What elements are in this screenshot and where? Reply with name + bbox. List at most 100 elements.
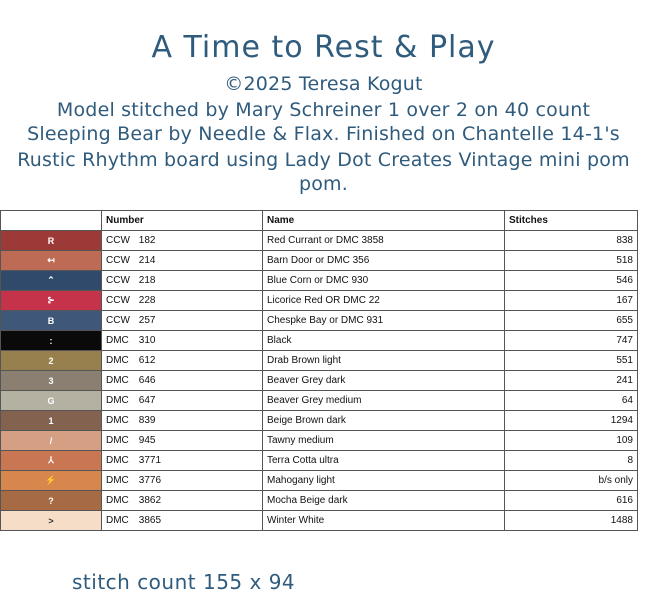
stitch-count-cell: b/s only <box>504 470 638 491</box>
table-row: ⌃ CCW 218 Blue Corn or DMC 930 546 <box>0 270 638 291</box>
thread-brand: DMC <box>106 515 129 526</box>
thread-key-table: Number Name Stitches R CCW 182 Red Currant… <box>0 210 638 531</box>
thread-brand: DMC <box>106 335 129 346</box>
color-swatch: ⅄ <box>0 450 102 471</box>
symbol-glyph: ? <box>48 495 54 506</box>
thread-name-cell: Drab Brown light <box>262 350 505 371</box>
thread-number: 310 <box>138 335 156 346</box>
thread-brand: CCW <box>106 235 130 246</box>
color-swatch: B <box>0 310 102 331</box>
color-swatch: ⌃ <box>0 270 102 291</box>
thread-name-cell: Mocha Beige dark <box>262 490 505 511</box>
stitch-count-cell: 109 <box>504 430 638 451</box>
stitch-count-cell: 616 <box>504 490 638 511</box>
thread-number: 257 <box>138 315 156 326</box>
thread-number: 3771 <box>138 455 162 466</box>
symbol-glyph: B <box>47 315 55 326</box>
color-swatch: / <box>0 430 102 451</box>
thread-brand: DMC <box>106 475 129 486</box>
thread-number: 647 <box>138 395 156 406</box>
color-swatch: ↤ <box>0 250 102 271</box>
thread-name-cell: Winter White <box>262 510 505 531</box>
symbol-glyph: G <box>47 395 55 406</box>
thread-name-cell: Beaver Grey dark <box>262 370 505 391</box>
thread-name-cell: Beaver Grey medium <box>262 390 505 411</box>
thread-number-cell: DMC 945 <box>101 430 263 451</box>
symbol-glyph: ⊱ <box>47 295 55 305</box>
color-swatch: 2 <box>0 350 102 371</box>
table-row: > DMC 3865 Winter White 1488 <box>0 510 638 531</box>
color-swatch: R <box>0 230 102 251</box>
thread-name-cell: Blue Corn or DMC 930 <box>262 270 505 291</box>
thread-name-cell: Mahogany light <box>262 470 505 491</box>
stitch-count-cell: 167 <box>504 290 638 311</box>
thread-number-cell: DMC 646 <box>101 370 263 391</box>
color-swatch: : <box>0 330 102 351</box>
symbol-glyph: 1 <box>48 415 54 426</box>
thread-brand: DMC <box>106 375 129 386</box>
stitch-count-cell: 747 <box>504 330 638 351</box>
stitch-count-cell: 8 <box>504 450 638 471</box>
thread-brand: DMC <box>106 495 129 506</box>
name-column-header: Name <box>262 210 505 231</box>
thread-name-cell: Beige Brown dark <box>262 410 505 431</box>
color-swatch: ⊱ <box>0 290 102 311</box>
symbol-column-header <box>0 210 102 231</box>
color-swatch: > <box>0 510 102 531</box>
thread-number: 3865 <box>138 515 162 526</box>
thread-number-cell: DMC 647 <box>101 390 263 411</box>
thread-name-cell: Terra Cotta ultra <box>262 450 505 471</box>
thread-brand: CCW <box>106 255 130 266</box>
copyright-line: ©2025 Teresa Kogut <box>224 73 423 95</box>
thread-number-cell: CCW 214 <box>101 250 263 271</box>
thread-brand: DMC <box>106 435 129 446</box>
thread-number: 646 <box>138 375 156 386</box>
thread-number: 214 <box>138 255 156 266</box>
color-swatch: ? <box>0 490 102 511</box>
color-swatch: ⚡ <box>0 470 102 491</box>
thread-number-cell: DMC 839 <box>101 410 263 431</box>
thread-number-cell: DMC 612 <box>101 350 263 371</box>
thread-number: 218 <box>138 275 156 286</box>
number-column-header: Number <box>101 210 263 231</box>
thread-brand: DMC <box>106 415 129 426</box>
symbol-glyph: ⅄ <box>48 455 54 465</box>
stitch-count-cell: 1488 <box>504 510 638 531</box>
table-row: ? DMC 3862 Mocha Beige dark 616 <box>0 490 638 511</box>
table-row: ⅄ DMC 3771 Terra Cotta ultra 8 <box>0 450 638 471</box>
thread-number: 228 <box>138 295 156 306</box>
symbol-glyph: ⌃ <box>47 275 55 285</box>
pattern-title: A Time to Rest & Play <box>151 30 496 65</box>
thread-number: 3862 <box>138 495 162 506</box>
table-row: B CCW 257 Chespke Bay or DMC 931 655 <box>0 310 638 331</box>
thread-brand: DMC <box>106 455 129 466</box>
table-row: 2 DMC 612 Drab Brown light 551 <box>0 350 638 371</box>
stitch-count-cell: 241 <box>504 370 638 391</box>
thread-number: 182 <box>138 235 156 246</box>
thread-brand: DMC <box>106 395 129 406</box>
thread-name-cell: Black <box>262 330 505 351</box>
color-swatch: 3 <box>0 370 102 391</box>
stitch-count-cell: 546 <box>504 270 638 291</box>
thread-name-cell: Licorice Red OR DMC 22 <box>262 290 505 311</box>
symbol-glyph: R <box>47 235 55 246</box>
thread-number: 839 <box>138 415 156 426</box>
stitches-column-header: Stitches <box>504 210 638 231</box>
symbol-glyph: / <box>49 435 53 446</box>
symbol-glyph: ↤ <box>47 255 55 265</box>
thread-number: 3776 <box>138 475 162 486</box>
symbol-glyph: 2 <box>48 355 54 366</box>
table-row: 3 DMC 646 Beaver Grey dark 241 <box>0 370 638 391</box>
table-row: R CCW 182 Red Currant or DMC 3858 838 <box>0 230 638 251</box>
thread-brand: CCW <box>106 275 130 286</box>
symbol-glyph: > <box>48 515 54 526</box>
symbol-glyph: ⚡ <box>45 475 57 485</box>
table-row: 1 DMC 839 Beige Brown dark 1294 <box>0 410 638 431</box>
thread-name-cell: Barn Door or DMC 356 <box>262 250 505 271</box>
thread-brand: DMC <box>106 355 129 366</box>
finishing-line: Rustic Rhythm board using Lady Dot Creat… <box>17 149 630 195</box>
stitch-count-cell: 838 <box>504 230 638 251</box>
thread-number-cell: DMC 3862 <box>101 490 263 511</box>
table-row: ⊱ CCW 228 Licorice Red OR DMC 22 167 <box>0 290 638 311</box>
stitch-count-cell: 518 <box>504 250 638 271</box>
